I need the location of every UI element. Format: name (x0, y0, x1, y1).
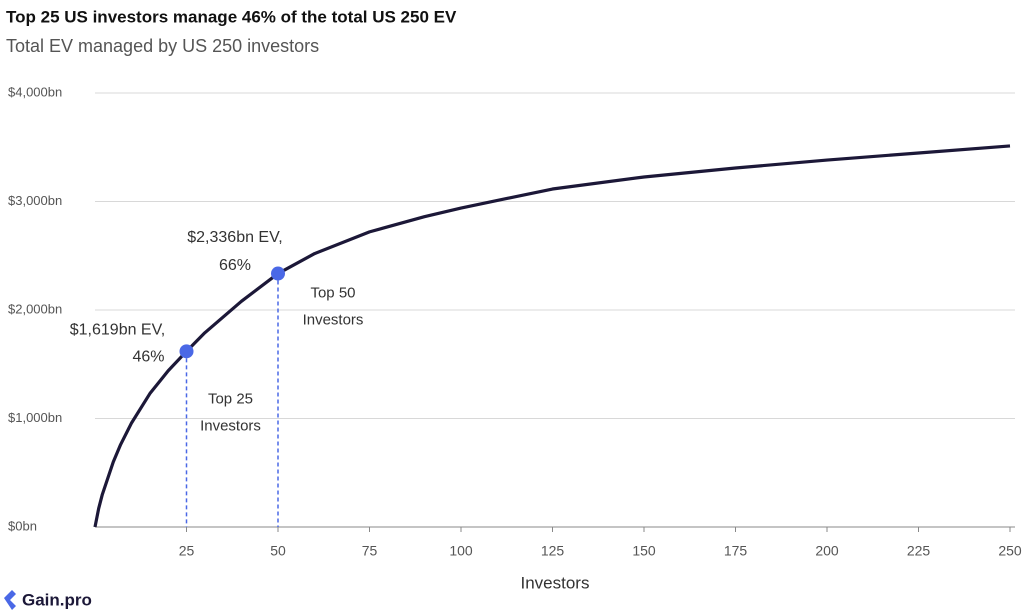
x-tick-label: 100 (449, 543, 473, 559)
y-tick-label: $2,000bn (8, 301, 62, 316)
brand-logo: Gain.pro (4, 590, 92, 610)
x-tick-label: 250 (998, 543, 1022, 559)
logo-icon (4, 590, 16, 610)
annotation-note: Investors (303, 312, 364, 329)
chart-title: Top 25 US investors manage 46% of the to… (6, 7, 457, 26)
x-tick-label: 225 (907, 543, 931, 559)
annotation-note: Top 25 (208, 390, 253, 407)
line (93, 144, 1011, 528)
annotation-label: $2,336bn EV, (187, 229, 283, 246)
x-axis-label: Investors (521, 573, 590, 592)
annotation-note: Investors (200, 417, 261, 434)
x-tick-label: 200 (815, 543, 839, 559)
x-tick-label: 125 (541, 543, 565, 559)
annotation-label: $1,619bn EV, (70, 322, 166, 339)
marker (179, 344, 194, 359)
y-tick-label: $1,000bn (8, 410, 62, 425)
y-tick-label: $0bn (8, 518, 37, 533)
annotation-label: 66% (219, 257, 251, 274)
annotation-note: Top 50 (310, 285, 355, 302)
y-tick-label: $3,000bn (8, 193, 62, 208)
y-tick-label: $4,000bn (8, 84, 62, 99)
annotation-label: 46% (132, 349, 164, 366)
x-tick-label: 75 (362, 543, 378, 559)
x-tick-label: 175 (724, 543, 748, 559)
brand-name: Gain.pro (22, 590, 92, 609)
x-tick-label: 50 (270, 543, 286, 559)
x-tick-label: 25 (179, 543, 195, 559)
marker (271, 266, 285, 281)
x-tick-label: 150 (632, 543, 656, 559)
chart-subtitle: Total EV managed by US 250 investors (6, 36, 319, 56)
